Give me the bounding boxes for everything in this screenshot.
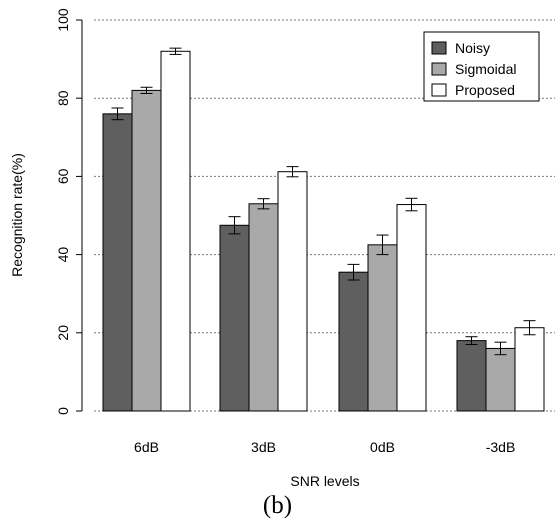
bar-noisy-0dB [338,271,369,412]
y-tick-label: 60 [55,168,71,184]
x-tick-label: -3dB [486,439,516,455]
bars [102,50,545,412]
bar-sigmoidal-0dB [367,244,398,412]
legend-label-proposed: Proposed [455,82,515,98]
legend: Noisy Sigmoidal Proposed [423,31,540,102]
bar-proposed-6dB [160,50,191,412]
y-tick-label: 20 [55,325,71,341]
bar-proposed-3dB [277,171,308,412]
bar-chart: 0 20 40 60 80 100 6dB 3dB 0dB -3dB Recognition r… [9,8,555,489]
legend-label-sigmoidal: Sigmoidal [455,61,516,77]
y-tick-label: 0 [55,407,71,415]
figure-caption: (b) [262,492,293,519]
bar-sigmoidal-6dB [131,89,162,412]
x-tick-labels: 6dB 3dB 0dB -3dB [134,439,515,455]
bar-noisy-6dB [102,113,133,412]
x-tick-label: 3dB [251,439,276,455]
legend-label-noisy: Noisy [455,40,490,56]
bar-noisy--3dB [456,340,487,412]
legend-swatch-noisy [431,41,447,55]
legend-swatch-proposed [431,83,447,97]
y-tick-label: 40 [55,247,71,263]
bar-proposed-0dB [396,204,427,412]
y-axis-label: Recognition rate(%) [9,153,25,277]
legend-swatch-sigmoidal [431,62,447,76]
x-axis-label: SNR levels [290,473,359,489]
bar-sigmoidal--3dB [485,347,516,412]
bar-sigmoidal-3dB [248,203,279,412]
y-ticks: 0 20 40 60 80 100 [55,8,82,415]
error-bars [111,47,536,356]
x-tick-label: 6dB [134,439,159,455]
y-tick-label: 80 [55,90,71,106]
bar-proposed--3dB [514,327,545,412]
y-tick-label: 100 [55,8,71,32]
x-tick-label: 0dB [370,439,395,455]
bar-noisy-3dB [219,224,250,412]
